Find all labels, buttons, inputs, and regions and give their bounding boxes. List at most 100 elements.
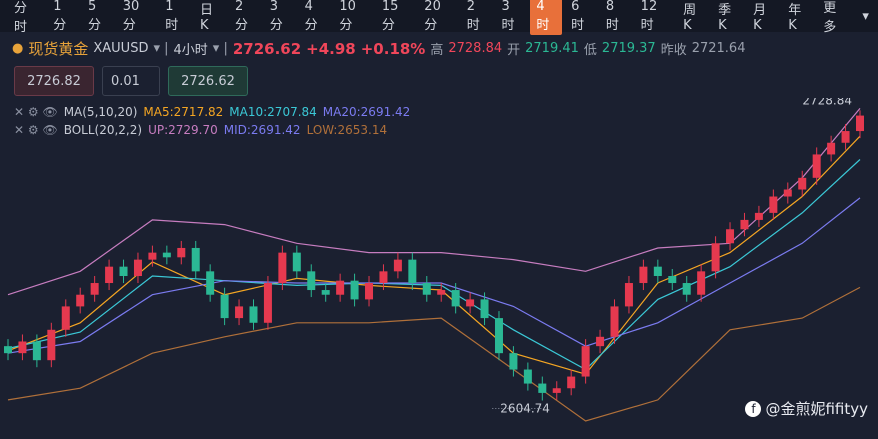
candle-body bbox=[567, 376, 576, 389]
candle-body bbox=[206, 271, 215, 295]
candle-body bbox=[148, 252, 157, 260]
value: 2728.84 bbox=[448, 41, 503, 56]
interval[interactable]: 更多 bbox=[823, 1, 837, 35]
interval[interactable]: 4时 bbox=[530, 0, 563, 35]
interval[interactable]: 1分 bbox=[53, 0, 67, 33]
symbol-code[interactable]: XAUUSD bbox=[93, 41, 149, 56]
candle-body bbox=[610, 306, 619, 337]
interval[interactable]: 2时 bbox=[466, 0, 480, 33]
candle-body bbox=[466, 299, 475, 307]
candle-body bbox=[336, 280, 345, 295]
candle-body bbox=[18, 341, 27, 354]
indicator-line bbox=[7, 197, 861, 354]
candle-body bbox=[177, 247, 186, 258]
interval[interactable]: 20分 bbox=[424, 0, 441, 33]
candle-body bbox=[726, 229, 735, 244]
interval[interactable]: 季K bbox=[718, 3, 732, 33]
interval[interactable]: 10分 bbox=[339, 0, 356, 33]
interval[interactable]: 分时 bbox=[14, 1, 28, 35]
indicator-name: BOLL(20,2,2) bbox=[63, 123, 143, 137]
candle-body bbox=[191, 247, 200, 272]
candle-body bbox=[653, 266, 662, 277]
candle-body bbox=[509, 353, 518, 370]
candle-body bbox=[32, 341, 41, 361]
candle-body bbox=[235, 306, 244, 319]
candle-body bbox=[624, 283, 633, 307]
interval[interactable]: 30分 bbox=[122, 0, 140, 33]
interval[interactable]: 12时 bbox=[640, 0, 658, 33]
sell-button[interactable]: 2726.82 bbox=[14, 66, 94, 96]
lots-input[interactable]: 0.01 bbox=[102, 66, 160, 96]
icons[interactable]: ✕ ⚙ 👁 bbox=[14, 123, 58, 137]
candle-body bbox=[856, 115, 864, 132]
candle-body bbox=[552, 388, 561, 393]
max-label: 2728.84 bbox=[802, 98, 852, 107]
quote-bar: ● 现货黄金 XAUUSD ▾ | 4小时 ▾ | 2726.62 +4.98 +0… bbox=[12, 38, 745, 59]
period[interactable]: 4小时 bbox=[173, 43, 208, 58]
indicator-name: MA(5,10,20) bbox=[63, 105, 138, 119]
candle-body bbox=[4, 346, 12, 354]
candle-body bbox=[105, 266, 114, 284]
interval[interactable]: 周K bbox=[683, 3, 697, 33]
watermark-text: @金煎妮fifityy bbox=[765, 400, 868, 418]
interval[interactable]: 4分 bbox=[304, 0, 318, 33]
label: 高 bbox=[430, 43, 444, 58]
legend-item: MID:2691.42 bbox=[223, 123, 301, 137]
interval[interactable]: 15分 bbox=[381, 0, 399, 33]
candle-body bbox=[451, 290, 460, 307]
candle-body bbox=[812, 154, 821, 178]
candle-body bbox=[350, 280, 359, 300]
candle-body bbox=[827, 142, 836, 155]
interval[interactable]: 5分 bbox=[87, 0, 101, 33]
candle-body bbox=[365, 283, 374, 300]
candle-body bbox=[90, 283, 99, 295]
interval[interactable]: 1时 bbox=[165, 0, 179, 33]
interval[interactable]: 月K bbox=[753, 3, 767, 33]
interval[interactable]: 3分 bbox=[269, 0, 283, 33]
buy-button[interactable]: 2726.62 bbox=[168, 66, 248, 96]
candle-body bbox=[480, 299, 489, 319]
interval[interactable]: 日K bbox=[200, 3, 214, 33]
candle-body bbox=[162, 252, 171, 258]
candle-body bbox=[697, 271, 706, 295]
legend-item: MA5:2717.82 bbox=[143, 105, 224, 119]
watermark: f @金煎妮fifityy bbox=[745, 398, 868, 419]
candle-body bbox=[523, 369, 532, 384]
interval[interactable]: 6时 bbox=[571, 0, 585, 33]
legend-item: MA20:2691.42 bbox=[322, 105, 411, 119]
caret: ▾ | bbox=[212, 41, 228, 56]
interval[interactable]: 2分 bbox=[235, 0, 249, 33]
symbol-icon: ● bbox=[12, 41, 24, 56]
candle-body bbox=[769, 196, 778, 213]
candle-body bbox=[437, 290, 446, 295]
candle-body bbox=[379, 271, 388, 284]
icons[interactable]: ✕ ⚙ 👁 bbox=[14, 105, 58, 119]
change-pct: +0.18% bbox=[360, 39, 426, 58]
symbol-name[interactable]: 现货黄金 bbox=[28, 40, 89, 58]
indicator-line bbox=[7, 135, 861, 375]
candle-body bbox=[393, 259, 402, 272]
interval[interactable]: 年K bbox=[788, 3, 802, 33]
candle-body bbox=[596, 336, 605, 347]
value: 2719.37 bbox=[601, 41, 656, 56]
candle-body bbox=[133, 259, 142, 277]
value: 2721.64 bbox=[691, 41, 746, 56]
interval-toolbar: 分时 1分 5分 30分 1时 日K 2分 3分 4分 10分 15分 20分 2时 3时 4时 6时 8时 12… bbox=[0, 0, 878, 35]
interval[interactable]: 3时 bbox=[501, 0, 515, 33]
candle-body bbox=[682, 283, 691, 295]
candle-body bbox=[494, 318, 503, 354]
indicator-line bbox=[7, 286, 861, 422]
candle-body bbox=[292, 252, 301, 272]
candle-body bbox=[61, 306, 70, 330]
legend-row: ✕ ⚙ 👁 BOLL(20,2,2) UP:2729.70 MID:2691.42 LO… bbox=[14, 121, 410, 139]
interval[interactable]: 8时 bbox=[605, 0, 619, 33]
min-label: 2604.74 bbox=[500, 402, 550, 416]
candle-body bbox=[798, 177, 807, 190]
caret: ▾ | bbox=[153, 41, 169, 56]
candle-body bbox=[408, 259, 417, 284]
candle-body bbox=[422, 283, 431, 295]
candle-body bbox=[740, 219, 749, 230]
candle-body bbox=[841, 131, 850, 143]
change: +4.98 bbox=[306, 39, 356, 58]
